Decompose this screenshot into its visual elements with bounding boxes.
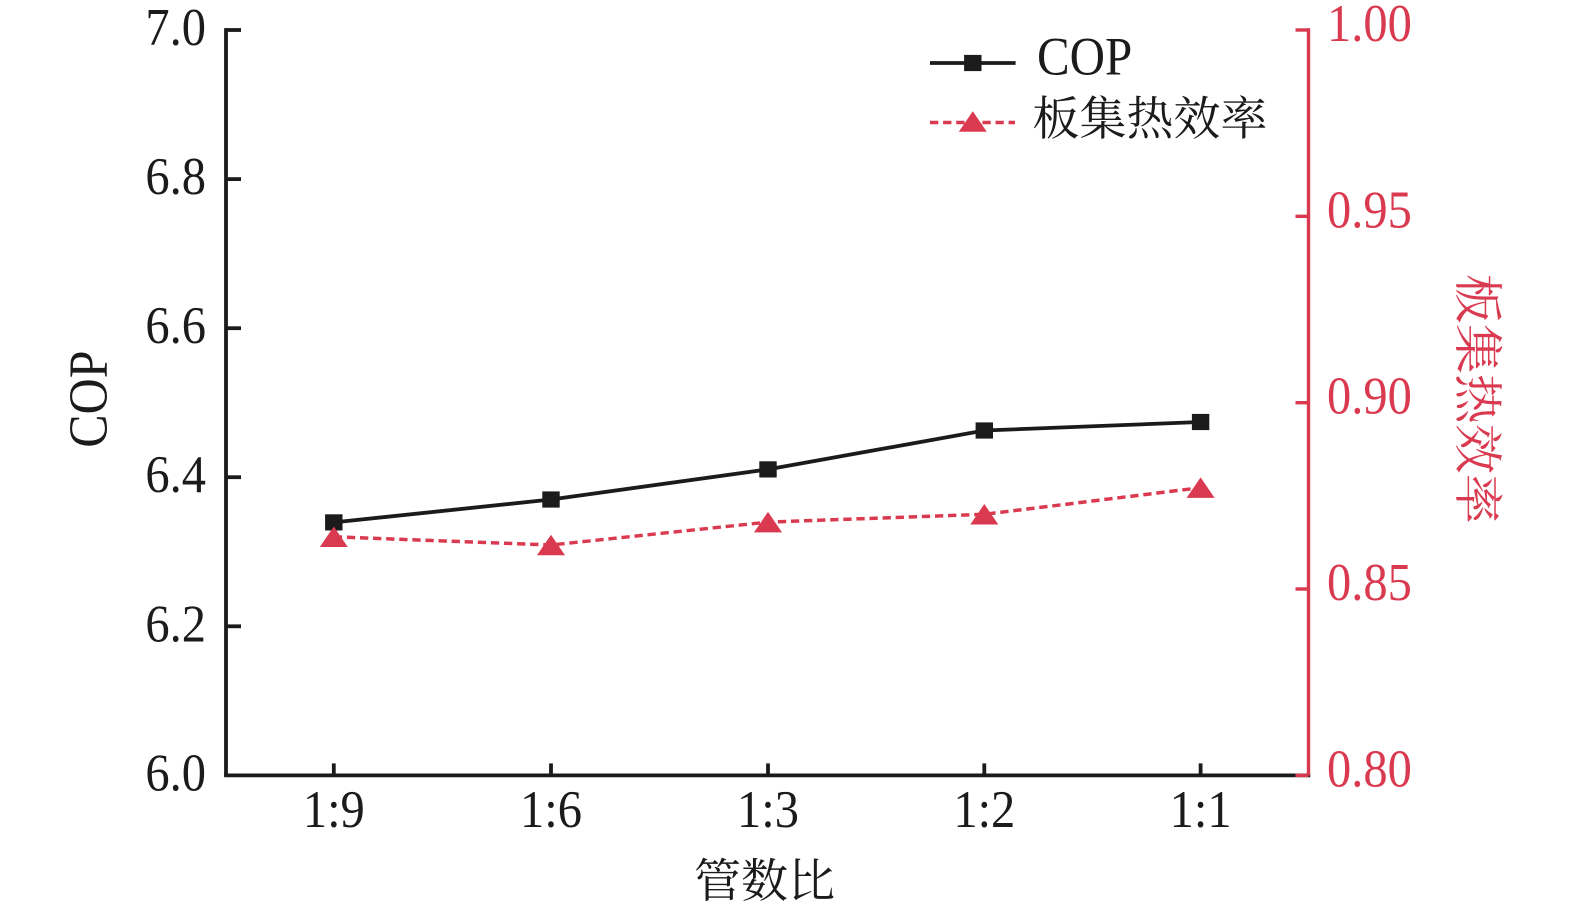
svg-text:1:9: 1:9 [303,781,365,840]
svg-text:1.00: 1.00 [1327,0,1412,54]
svg-text:6.2: 6.2 [145,595,206,654]
svg-text:0.95: 0.95 [1327,181,1412,240]
svg-text:0.90: 0.90 [1327,368,1412,427]
svg-text:6.4: 6.4 [145,446,206,505]
svg-text:7.0: 7.0 [145,0,206,58]
svg-text:1:2: 1:2 [953,781,1015,840]
svg-text:1:3: 1:3 [737,781,799,840]
svg-text:6.0: 6.0 [145,744,206,803]
svg-text:0.85: 0.85 [1327,554,1412,613]
svg-text:COP: COP [1037,27,1132,87]
svg-text:1:1: 1:1 [1170,781,1232,840]
svg-text:1:6: 1:6 [520,781,582,840]
svg-text:6.6: 6.6 [145,297,206,356]
svg-text:6.8: 6.8 [145,148,206,207]
svg-text:COP: COP [59,350,120,447]
svg-text:0.80: 0.80 [1327,740,1412,799]
